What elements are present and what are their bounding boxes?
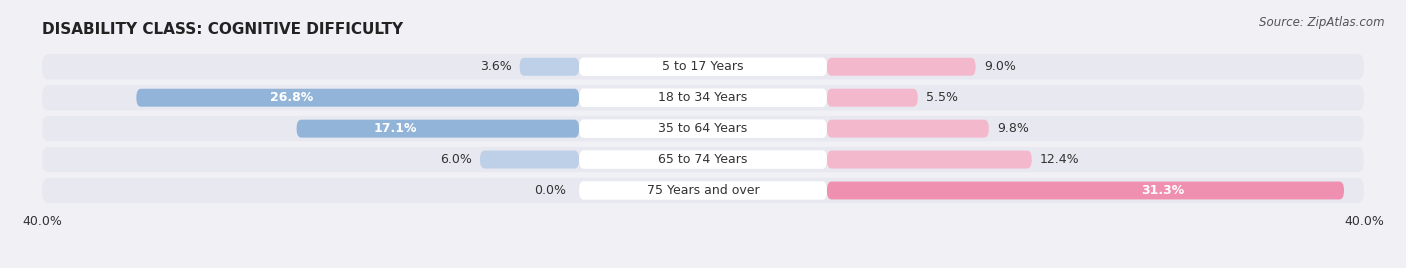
FancyBboxPatch shape [42, 85, 1364, 110]
Text: 26.8%: 26.8% [270, 91, 314, 104]
FancyBboxPatch shape [42, 147, 1364, 172]
FancyBboxPatch shape [579, 181, 827, 200]
FancyBboxPatch shape [827, 58, 976, 76]
FancyBboxPatch shape [42, 116, 1364, 141]
FancyBboxPatch shape [42, 178, 1364, 203]
Text: 75 Years and over: 75 Years and over [647, 184, 759, 197]
FancyBboxPatch shape [520, 58, 579, 76]
Text: 9.0%: 9.0% [984, 60, 1015, 73]
FancyBboxPatch shape [297, 120, 579, 137]
Text: Source: ZipAtlas.com: Source: ZipAtlas.com [1260, 16, 1385, 29]
FancyBboxPatch shape [579, 119, 827, 138]
Text: 31.3%: 31.3% [1142, 184, 1185, 197]
Text: 6.0%: 6.0% [440, 153, 471, 166]
FancyBboxPatch shape [579, 88, 827, 107]
FancyBboxPatch shape [136, 89, 579, 107]
Text: 5.5%: 5.5% [927, 91, 957, 104]
Text: 9.8%: 9.8% [997, 122, 1029, 135]
Text: 65 to 74 Years: 65 to 74 Years [658, 153, 748, 166]
FancyBboxPatch shape [827, 89, 918, 107]
FancyBboxPatch shape [479, 151, 579, 169]
FancyBboxPatch shape [42, 54, 1364, 80]
FancyBboxPatch shape [827, 151, 1032, 169]
FancyBboxPatch shape [579, 58, 827, 76]
Text: 0.0%: 0.0% [534, 184, 565, 197]
Text: 12.4%: 12.4% [1040, 153, 1080, 166]
Text: 5 to 17 Years: 5 to 17 Years [662, 60, 744, 73]
Text: 17.1%: 17.1% [374, 122, 418, 135]
Text: 35 to 64 Years: 35 to 64 Years [658, 122, 748, 135]
FancyBboxPatch shape [579, 150, 827, 169]
FancyBboxPatch shape [827, 181, 1344, 199]
Text: 18 to 34 Years: 18 to 34 Years [658, 91, 748, 104]
FancyBboxPatch shape [827, 120, 988, 137]
Text: 3.6%: 3.6% [479, 60, 512, 73]
Text: DISABILITY CLASS: COGNITIVE DIFFICULTY: DISABILITY CLASS: COGNITIVE DIFFICULTY [42, 22, 404, 37]
